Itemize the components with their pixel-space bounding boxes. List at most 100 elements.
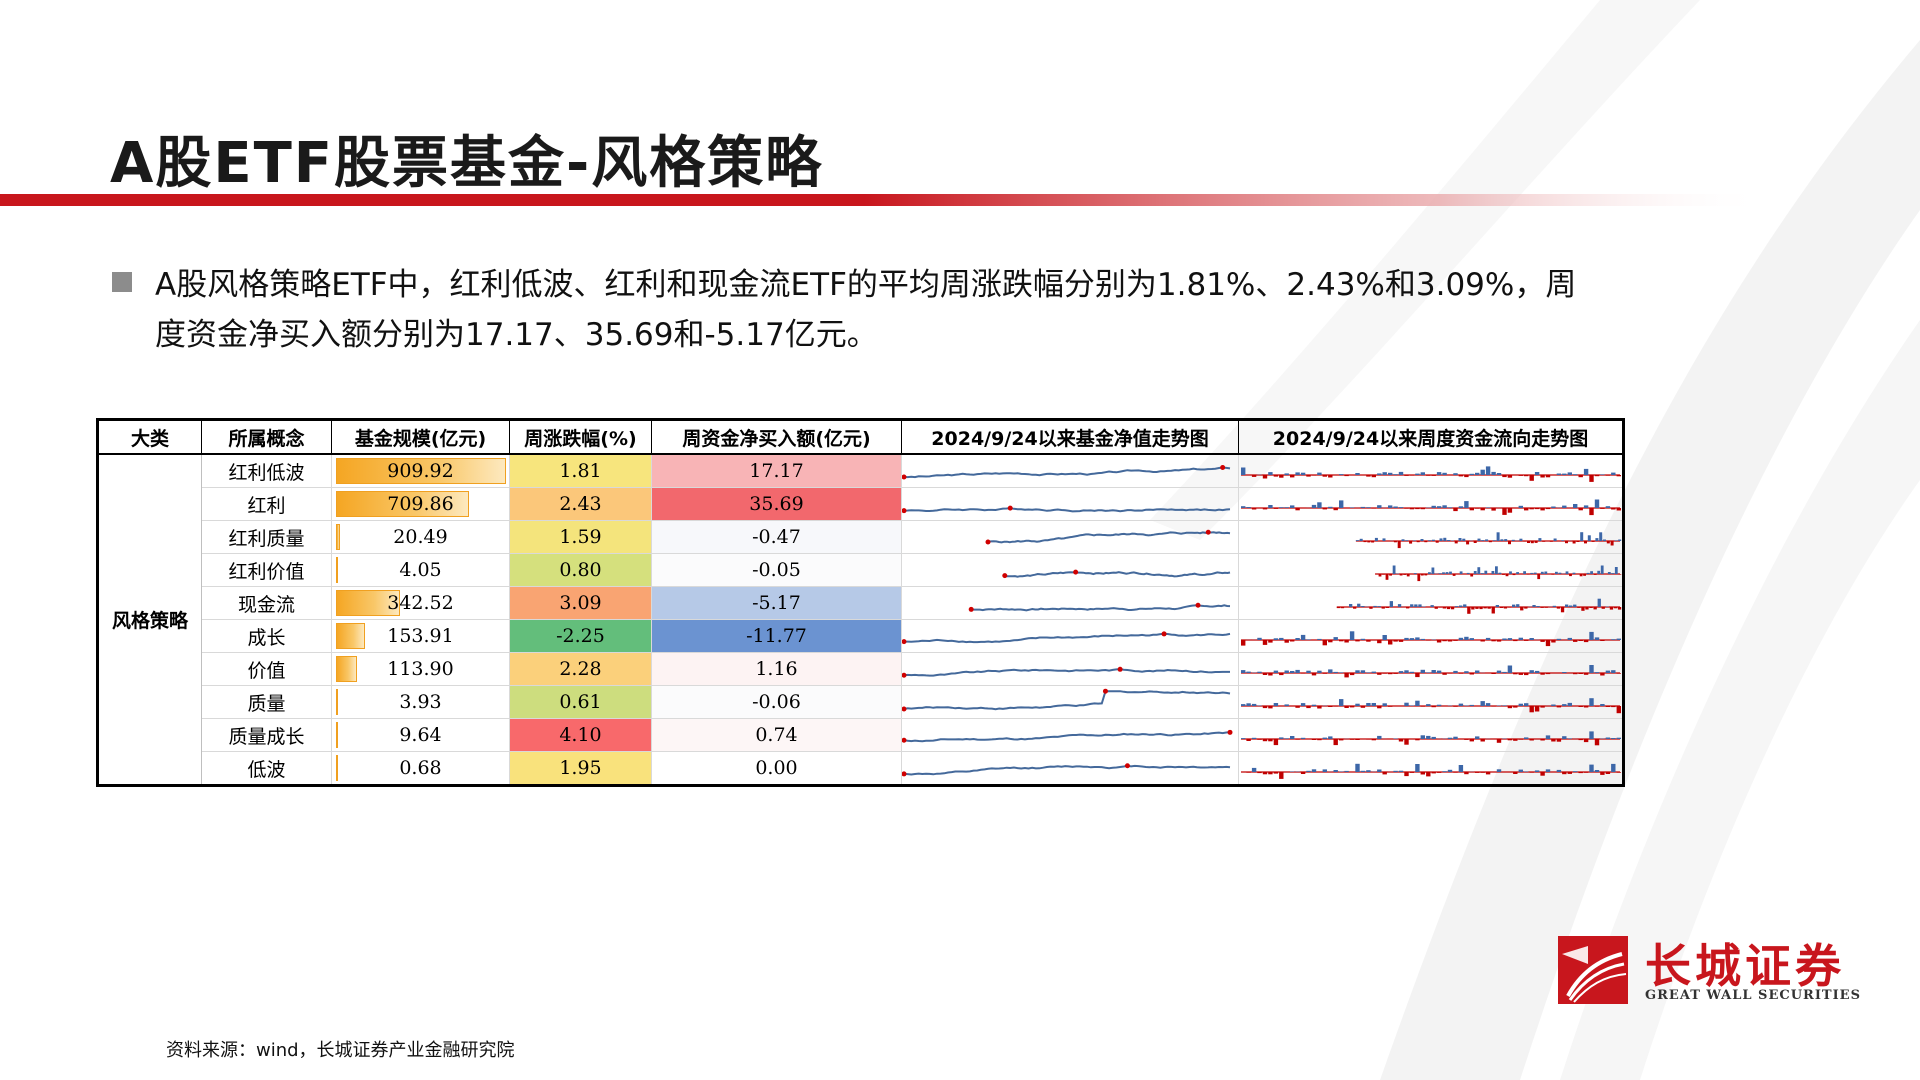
nav-trend-cell [901, 619, 1239, 653]
flow-trend-cell [1238, 718, 1624, 752]
weekly-change-cell: 2.28 [509, 652, 652, 686]
title-underline-bar [0, 194, 1920, 206]
table-row: 低波 0.68 1.95 0.00 [98, 751, 1624, 786]
fund-size-value: 909.92 [387, 460, 454, 482]
concept-cell: 红利质量 [201, 520, 332, 554]
weekly-change-cell: 2.43 [509, 487, 652, 521]
flow-trend-sparkline [1355, 532, 1622, 549]
net-inflow-cell: -0.06 [651, 685, 902, 719]
nav-trend-cell [901, 652, 1239, 686]
concept-cell: 红利 [201, 487, 332, 521]
weekly-change-cell: 1.81 [509, 453, 652, 488]
flow-trend-cell [1238, 685, 1624, 719]
flow-trend-sparkline [1241, 731, 1621, 746]
concept-cell: 红利低波 [201, 453, 332, 488]
fund-size-cell: 153.91 [331, 619, 510, 653]
net-inflow-cell: -5.17 [651, 586, 902, 620]
fund-size-value: 709.86 [387, 493, 454, 515]
nav-trend-sparkline [1002, 569, 1231, 579]
etf-style-table: 大类 所属概念 基金规模(亿元) 周涨跌幅(%) 周资金净买入额(亿元) 202… [96, 418, 1625, 787]
table-row: 价值 113.90 2.28 1.16 [98, 652, 1624, 686]
weekly-change-cell: 0.80 [509, 553, 652, 587]
weekly-change-cell: 1.95 [509, 751, 652, 786]
fund-size-value: 9.64 [399, 724, 442, 746]
fund-size-cell: 342.52 [331, 586, 510, 620]
table-row: 红利质量 20.49 1.59 -0.47 [98, 520, 1624, 554]
concept-cell: 价值 [201, 652, 332, 686]
nav-trend-cell [901, 487, 1239, 521]
concept-cell: 红利价值 [201, 553, 332, 587]
fund-size-cell: 20.49 [331, 520, 510, 554]
net-inflow-cell: 0.00 [651, 751, 902, 786]
header-concept: 所属概念 [201, 419, 332, 455]
nav-trend-cell [901, 718, 1239, 752]
fund-size-cell: 3.93 [331, 685, 510, 719]
header-category: 大类 [97, 419, 202, 455]
net-inflow-cell: -0.05 [651, 553, 902, 587]
flow-trend-cell [1238, 652, 1624, 686]
concept-cell: 现金流 [201, 586, 332, 620]
fund-size-bar [336, 755, 338, 781]
nav-trend-cell [901, 751, 1239, 786]
nav-trend-sparkline [985, 529, 1231, 545]
nav-trend-cell [901, 520, 1239, 554]
fund-size-bar [336, 656, 358, 682]
fund-size-cell: 709.86 [331, 487, 510, 521]
concept-cell: 质量成长 [201, 718, 332, 752]
fund-size-bar [336, 491, 469, 517]
weekly-change-cell: -2.25 [509, 619, 652, 653]
fund-size-bar [336, 524, 340, 550]
summary-text: A股风格策略ETF中，红利低波、红利和现金流ETF的平均周涨跌幅分别为1.81%… [155, 267, 1577, 353]
table-row: 风格策略 红利低波 909.92 1.81 17.17 [97, 453, 1624, 786]
flow-trend-cell [1238, 751, 1624, 786]
fund-size-bar [336, 623, 365, 649]
nav-trend-sparkline [902, 666, 1230, 678]
fund-size-value: 20.49 [393, 526, 448, 548]
flow-trend-sparkline [1241, 763, 1621, 779]
fund-size-cell: 909.92 [331, 453, 510, 488]
fund-size-value: 342.52 [387, 592, 454, 614]
weekly-change-cell: 3.09 [509, 586, 652, 620]
logo-text-en: GREAT WALL SECURITIES [1645, 988, 1861, 1003]
fund-size-value: 153.91 [387, 625, 454, 647]
concept-cell: 质量 [201, 685, 332, 719]
flow-trend-cell [1238, 619, 1624, 653]
fund-size-value: 3.93 [399, 691, 442, 713]
bullet-square-icon [112, 272, 132, 292]
nav-trend-sparkline [902, 688, 1231, 712]
fund-size-value: 0.68 [399, 757, 442, 779]
table-row: 红利 709.86 2.43 35.69 [98, 487, 1624, 521]
fund-size-bar [336, 458, 506, 484]
flow-trend-sparkline [1241, 698, 1621, 714]
nav-trend-sparkline [902, 763, 1231, 777]
logo-text-cn: 长城证券 [1645, 939, 1845, 993]
net-inflow-cell: 0.74 [651, 718, 902, 752]
flow-trend-sparkline [1336, 598, 1622, 614]
fund-size-bar [336, 557, 338, 583]
weekly-change-cell: 0.61 [509, 685, 652, 719]
net-inflow-cell: 17.17 [651, 453, 902, 488]
header-fund-size: 基金规模(亿元) [331, 419, 510, 455]
table-row: 红利价值 4.05 0.80 -0.05 [98, 553, 1624, 587]
fund-size-cell: 9.64 [331, 718, 510, 752]
concept-cell: 低波 [201, 751, 332, 786]
table-row: 成长 153.91 -2.25 -11.77 [98, 619, 1624, 653]
source-note: 资料来源：wind，长城证券产业金融研究院 [166, 1040, 515, 1061]
flow-trend-sparkline [1241, 466, 1621, 482]
fund-size-bar [336, 722, 338, 748]
nav-trend-sparkline [902, 505, 1231, 514]
fund-size-bar [336, 689, 338, 715]
nav-trend-cell [901, 553, 1239, 587]
net-inflow-cell: -0.47 [651, 520, 902, 554]
flow-trend-sparkline [1241, 499, 1621, 516]
fund-size-cell: 4.05 [331, 553, 510, 587]
header-net-inflow: 周资金净买入额(亿元) [651, 419, 902, 455]
nav-trend-sparkline [902, 729, 1233, 743]
nav-trend-cell [901, 453, 1239, 488]
page-title: A股ETF股票基金-风格策略 [110, 131, 824, 196]
fund-size-value: 113.90 [387, 658, 454, 680]
flow-trend-cell [1238, 553, 1624, 587]
fund-size-bar [336, 590, 400, 616]
nav-trend-sparkline [902, 631, 1231, 645]
header-nav-trend: 2024/9/24以来基金净值走势图 [901, 419, 1239, 455]
